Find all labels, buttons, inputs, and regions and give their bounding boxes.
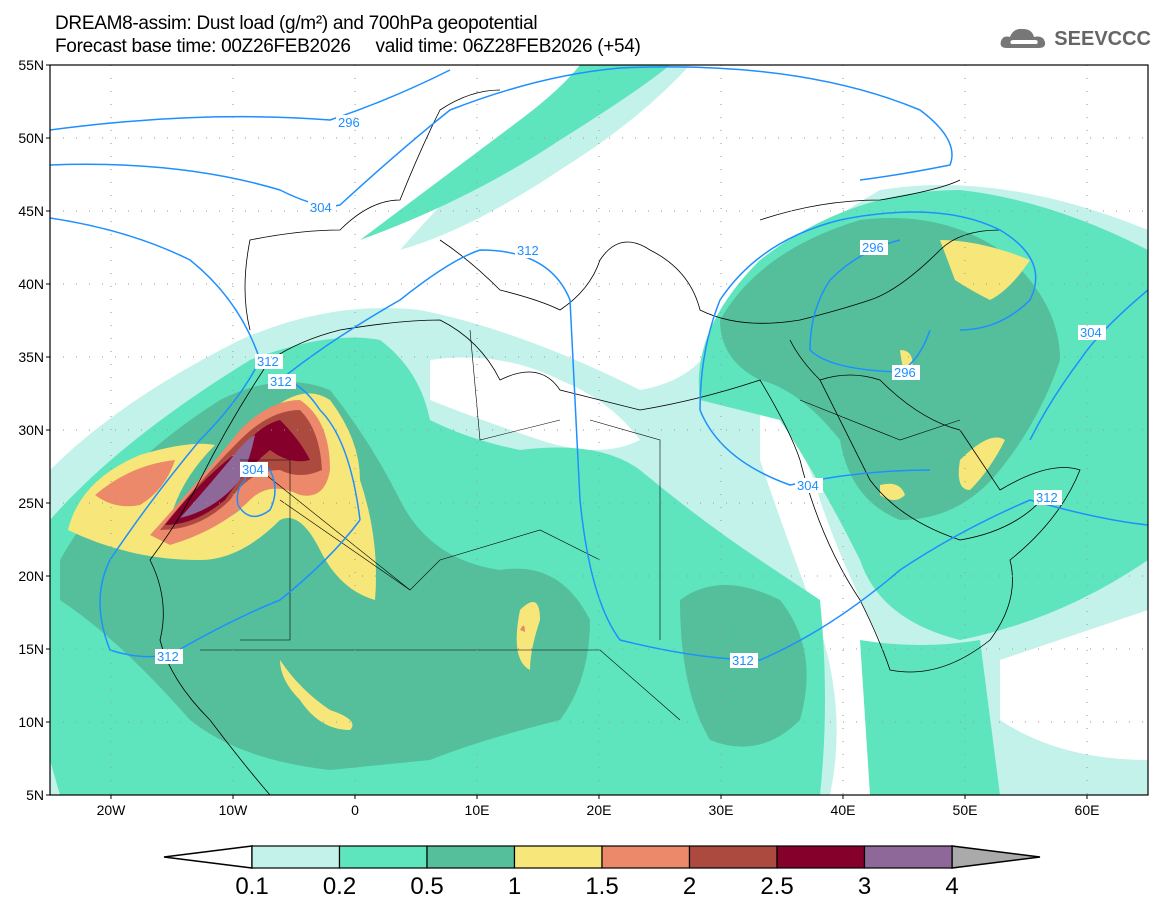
dust-free-area — [430, 357, 1148, 795]
contour-label: 304 — [795, 478, 823, 493]
svg-text:304: 304 — [1080, 325, 1102, 340]
contour-label: 312 — [515, 243, 543, 258]
lon-label: 0 — [351, 802, 359, 818]
svg-text:312: 312 — [157, 649, 179, 664]
colorbar-swatch — [776, 845, 866, 869]
svg-text:312: 312 — [517, 243, 539, 258]
colorbar-swatch — [338, 845, 428, 869]
gridlines — [50, 65, 1148, 795]
lon-label: 20E — [587, 802, 612, 818]
colorbar-swatch — [863, 845, 953, 869]
contour-label: 296 — [860, 240, 888, 255]
colorbar-tick-label: 3 — [858, 873, 871, 900]
contour-label: 304 — [1078, 325, 1106, 340]
colorbar-swatch — [688, 845, 778, 869]
lon-label: 50E — [953, 802, 978, 818]
svg-text:304: 304 — [310, 200, 332, 215]
colorbar-tick-label: 2 — [683, 873, 696, 900]
contour-label: 312 — [155, 649, 183, 664]
colorbar-swatch — [601, 845, 691, 869]
map-title: DREAM8-assim: Dust load (g/m²) and 700hP… — [55, 13, 538, 34]
lat-label: 10N — [18, 714, 44, 730]
colorbar-tick-label: 2.5 — [760, 873, 793, 900]
logo: SEEVCCC — [999, 26, 1151, 52]
colorbar-tick-label: 0.2 — [323, 873, 356, 900]
colorbar-tick-label: 0.1 — [235, 873, 268, 900]
lat-label: 20N — [18, 568, 44, 584]
colorbar: 0.1 0.2 0.5 1 1.5 2 2.5 3 4 — [163, 845, 1041, 900]
svg-text:312: 312 — [732, 653, 754, 668]
svg-text:304: 304 — [242, 462, 264, 477]
logo-text: SEEVCCC — [1054, 27, 1151, 50]
borders — [200, 329, 961, 721]
contour-label: 312 — [268, 374, 296, 389]
contour-label: 304 — [240, 462, 268, 477]
colorbar-over-arrow — [951, 845, 1041, 869]
lon-label: 30E — [709, 802, 734, 818]
colorbar-tick-label: 1.5 — [585, 873, 618, 900]
svg-text:296: 296 — [894, 365, 916, 380]
contour-label: 312 — [255, 354, 283, 369]
cloud-icon — [1000, 28, 1046, 48]
map-subtitle: Forecast base time: 00Z26FEB2026 valid t… — [55, 36, 641, 57]
lat-label: 30N — [18, 422, 44, 438]
contour-label: 312 — [1034, 490, 1062, 505]
lat-label: 15N — [18, 641, 44, 657]
lat-label: 55N — [18, 57, 44, 73]
lon-label: 10W — [219, 802, 249, 818]
colorbar-swatch — [513, 845, 603, 869]
lat-label: 35N — [18, 349, 44, 365]
contour-label: 312 — [730, 653, 758, 668]
svg-text:296: 296 — [862, 240, 884, 255]
lat-label: 45N — [18, 203, 44, 219]
lon-label: 10E — [465, 802, 490, 818]
contour-label: 296 — [892, 365, 920, 380]
colorbar-tick-label: 0.5 — [410, 873, 443, 900]
lat-label: 5N — [26, 787, 44, 803]
lon-label: 40E — [831, 802, 856, 818]
colorbar-under-arrow — [163, 845, 253, 869]
contour-labels: 296 304 312 312 312 312 304 296 296 304 … — [155, 115, 1106, 668]
svg-text:312: 312 — [257, 354, 279, 369]
lon-label: 20W — [97, 802, 127, 818]
svg-text:312: 312 — [1036, 490, 1058, 505]
svg-text:304: 304 — [797, 478, 819, 493]
dust-level-0.5 — [60, 218, 1060, 770]
colorbar-tick-label: 4 — [945, 873, 958, 900]
axes: 55N 50N 45N 40N 35N 30N 25N 20N 15N 10N 5N 20W 10W 0 1… — [18, 57, 1099, 818]
lat-label: 50N — [18, 130, 44, 146]
lat-label: 25N — [18, 495, 44, 511]
colorbar-swatch — [426, 845, 516, 869]
contour-label: 304 — [308, 200, 336, 215]
colorbar-swatch — [251, 845, 341, 869]
svg-text:296: 296 — [338, 115, 360, 130]
dust-level-3 — [180, 435, 255, 518]
lat-label: 40N — [18, 276, 44, 292]
dust-field: 296 304 312 312 312 312 304 296 296 304 … — [50, 65, 1148, 795]
coastlines — [149, 89, 1081, 795]
lon-label: 60E — [1075, 802, 1100, 818]
colorbar-tick-label: 1 — [508, 873, 521, 900]
svg-text:312: 312 — [270, 374, 292, 389]
contour-label: 296 — [336, 115, 364, 130]
